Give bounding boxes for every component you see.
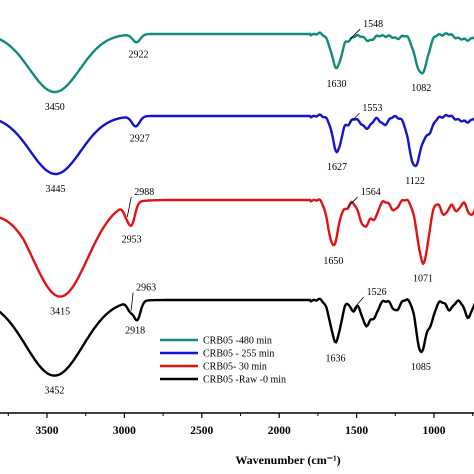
- peak-label: 1630: [326, 79, 346, 90]
- legend-label: CRB05- 30 min: [203, 362, 267, 373]
- peak-leader-line: [126, 196, 132, 218]
- series-line: [0, 113, 474, 176]
- peak-label: 2953: [122, 234, 142, 245]
- series-line: [0, 198, 474, 298]
- peak-label: 1650: [323, 256, 343, 267]
- peak-leader-line: [353, 296, 364, 310]
- x-axis-ticks: 3500 3000 2500 2000 1500 1000: [7, 413, 474, 437]
- series-line: [0, 297, 474, 377]
- peak-label: 2927: [130, 133, 150, 144]
- x-tick-label: 2000: [268, 425, 291, 437]
- peak-leader-line: [349, 112, 360, 124]
- peak-label: 3445: [46, 184, 66, 195]
- peak-label: 3452: [44, 386, 64, 397]
- peak-label: 1122: [405, 176, 425, 187]
- peak-annotations: 3450 2922 1630 1548 1082 3445 2927 1627 1553 1122…: [44, 19, 433, 397]
- x-tick-label: 1500: [345, 425, 368, 437]
- peak-leader-line: [130, 292, 134, 311]
- legend-label: CRB05 - 255 min: [203, 349, 274, 360]
- peak-label: 1636: [326, 353, 346, 364]
- peak-label: 1548: [363, 19, 383, 30]
- x-axis-title: Wavenumber (cm⁻¹): [235, 453, 340, 467]
- peak-label: 1526: [367, 287, 387, 298]
- legend-label: CRB05 -480 min: [203, 336, 272, 347]
- peak-leader-line: [349, 28, 361, 40]
- peak-label: 2988: [134, 187, 154, 198]
- peak-label: 1564: [361, 187, 381, 198]
- peak-label: 1553: [362, 103, 382, 114]
- x-tick-label: 2500: [190, 425, 213, 437]
- peak-label: 2918: [125, 325, 145, 336]
- peak-label: 3450: [45, 102, 65, 113]
- series-line: [0, 31, 474, 94]
- peak-label: 1627: [327, 162, 347, 173]
- x-tick-label: 1000: [423, 425, 446, 437]
- peak-label: 2963: [136, 283, 156, 294]
- peak-leader-line: [347, 196, 358, 208]
- x-tick-label: 3500: [36, 425, 59, 437]
- peak-label: 3415: [50, 307, 70, 318]
- x-tick-label: 3000: [113, 425, 136, 437]
- peak-label: 1085: [411, 362, 431, 373]
- x-axis: 3500 3000 2500 2000 1500 1000 Wavenumber (cm⁻…: [0, 412, 474, 467]
- peak-label: 1071: [413, 273, 433, 284]
- spectra-curves: [0, 31, 474, 377]
- peak-label: 2922: [128, 49, 148, 60]
- legend: CRB05 -480 min CRB05 - 255 min CRB05- 30 m…: [160, 336, 286, 386]
- legend-label: CRB05 -Raw -0 min: [203, 375, 286, 386]
- peak-label: 1082: [411, 83, 431, 94]
